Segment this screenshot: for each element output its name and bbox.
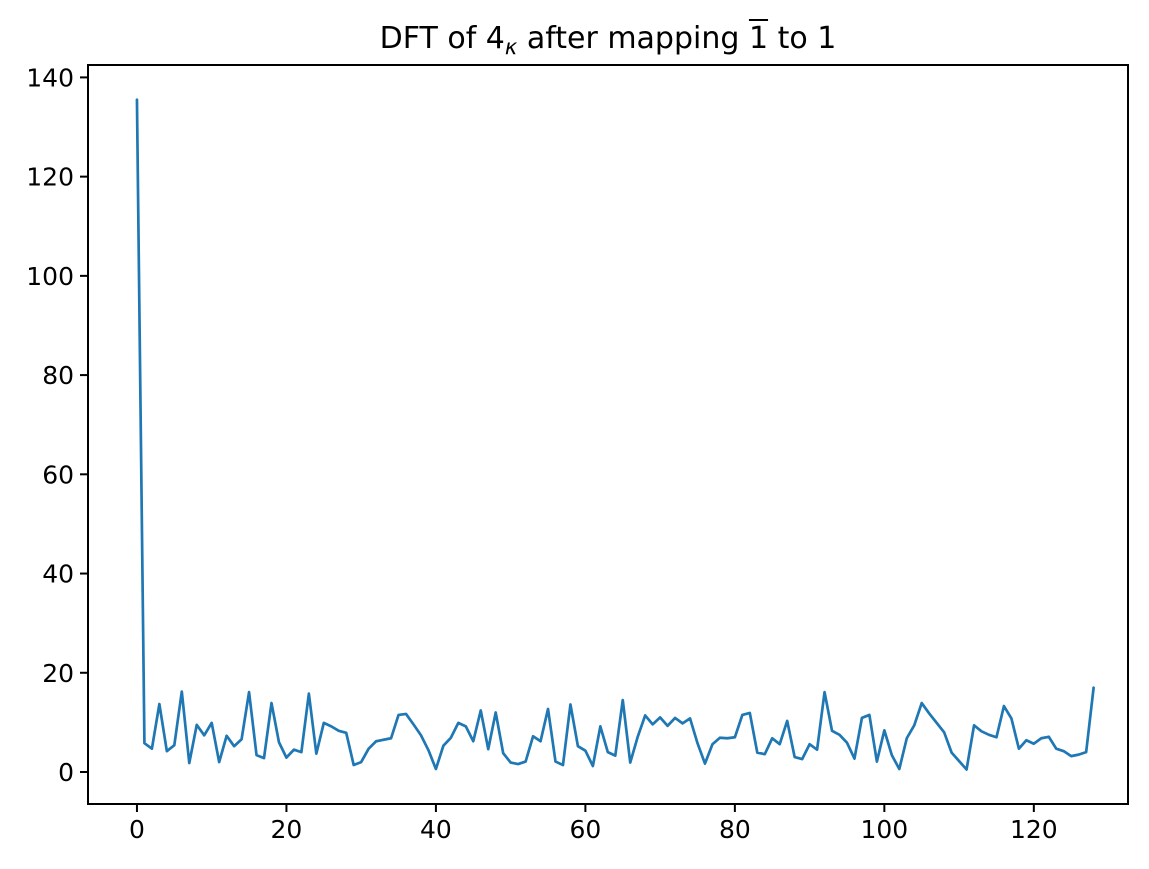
y-tick-label: 140 (26, 63, 74, 92)
title-text: after mapping (517, 21, 749, 56)
title-kappa-subscript: κ (504, 35, 518, 59)
y-tick-label: 60 (42, 460, 74, 489)
chart-title: DFT of 4κ after mapping 1 to 1 (88, 22, 1128, 64)
x-tick-label: 80 (719, 815, 751, 844)
x-tick-label: 120 (1010, 815, 1058, 844)
y-tick-label: 80 (42, 361, 74, 390)
x-tick-label: 100 (860, 815, 908, 844)
x-tick-label: 60 (569, 815, 601, 844)
x-tick-label: 0 (129, 815, 145, 844)
axes-spines (87, 64, 1129, 805)
x-tick-label: 20 (271, 815, 303, 844)
title-text: to 1 (768, 21, 837, 56)
y-tick-label: 120 (26, 163, 74, 192)
y-tick-label: 100 (26, 262, 74, 291)
x-tick-label: 40 (420, 815, 452, 844)
y-tick-label: 20 (42, 659, 74, 688)
y-tick-label: 40 (42, 560, 74, 589)
y-tick-label: 0 (58, 758, 74, 787)
title-one-bar: 1 (748, 21, 769, 56)
dft-magnitude-line (135, 98, 1095, 771)
title-text: DFT of 4 (379, 21, 505, 56)
